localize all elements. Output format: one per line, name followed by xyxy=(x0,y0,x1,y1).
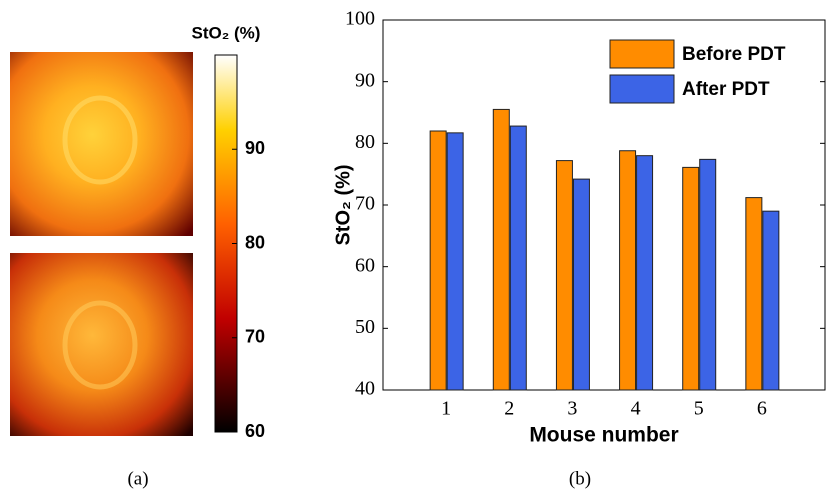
bar xyxy=(620,151,636,390)
bar xyxy=(447,133,463,390)
legend-swatch xyxy=(610,40,674,68)
y-tick-label: 40 xyxy=(355,378,375,400)
colorbar-tick-label: 60 xyxy=(245,421,265,441)
bar xyxy=(683,167,699,390)
y-tick-label: 50 xyxy=(355,316,375,338)
legend-label: Before PDT xyxy=(682,44,786,65)
bar xyxy=(573,179,589,390)
x-tick-label: 3 xyxy=(567,398,577,420)
bar xyxy=(430,131,446,390)
x-tick-label: 6 xyxy=(757,398,767,420)
y-tick-label: 90 xyxy=(355,69,375,91)
colorbar-title: StO₂ (%) xyxy=(192,23,261,42)
figure: StO₂ (%) (a) (b) 60 70 80 90 40 50 60 70 80 90 100… xyxy=(0,0,827,493)
bar xyxy=(493,109,509,390)
caption: (b) xyxy=(569,468,591,489)
bar xyxy=(746,198,762,390)
bar xyxy=(763,211,779,390)
y-tick-label: 100 xyxy=(345,8,375,30)
colorbar-tick-label: 90 xyxy=(245,138,265,158)
colorbar-tick-label: 80 xyxy=(245,232,265,252)
colorbar-tick-label: 70 xyxy=(245,327,265,347)
x-tick-label: 5 xyxy=(694,398,704,420)
bar xyxy=(556,161,572,390)
legend-label: After PDT xyxy=(682,79,770,100)
bar xyxy=(510,126,526,390)
heat-image-after xyxy=(10,253,193,436)
y-tick-label: 70 xyxy=(355,193,375,215)
x-axis-label: Mouse number xyxy=(529,424,678,447)
bar xyxy=(700,159,716,390)
x-tick-label: 1 xyxy=(441,398,451,420)
y-axis-label: StO₂ (%) xyxy=(332,164,354,245)
bar xyxy=(637,156,653,390)
legend-swatch xyxy=(610,75,674,103)
y-tick-label: 60 xyxy=(355,254,375,276)
caption: (a) xyxy=(127,468,148,489)
x-tick-label: 4 xyxy=(631,398,641,420)
x-tick-label: 2 xyxy=(504,398,514,420)
heat-image-before xyxy=(10,52,193,236)
y-tick-label: 80 xyxy=(355,131,375,153)
